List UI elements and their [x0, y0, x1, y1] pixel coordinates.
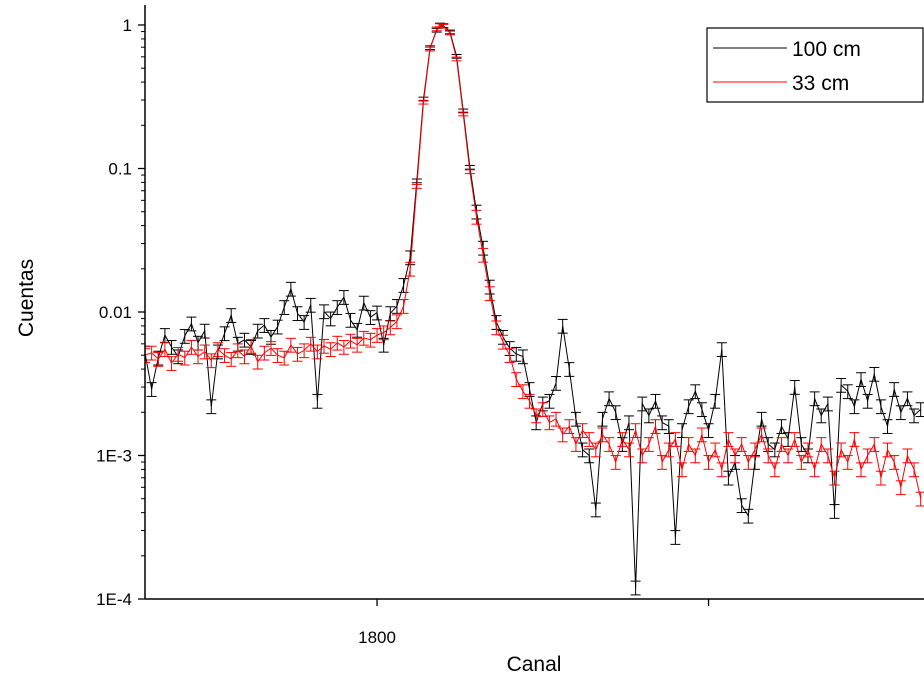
series-line: [145, 24, 922, 588]
legend: 100 cm 33 cm: [706, 27, 924, 103]
y-tick-label: 0.1: [108, 160, 132, 179]
series-layer: [145, 22, 924, 596]
x-axis-title: Canal: [507, 653, 562, 676]
x-tick-label: 1800: [358, 628, 396, 647]
axes: 1 0.1 0.01 1E-3 1E-4 1800: [96, 5, 924, 647]
series-100-cm: [145, 22, 924, 596]
legend-box: [706, 27, 924, 103]
y-tick-label: 0.01: [99, 303, 132, 322]
y-tick-label: 1E-4: [96, 590, 132, 609]
y-axis-title: Cuentas: [15, 259, 38, 337]
series-33-cm: [145, 23, 924, 507]
legend-label-100cm: 100 cm: [792, 38, 861, 61]
y-tick-label: 1E-3: [96, 447, 132, 466]
legend-label-33cm: 33 cm: [792, 72, 849, 95]
y-tick-label: 1: [123, 16, 132, 35]
